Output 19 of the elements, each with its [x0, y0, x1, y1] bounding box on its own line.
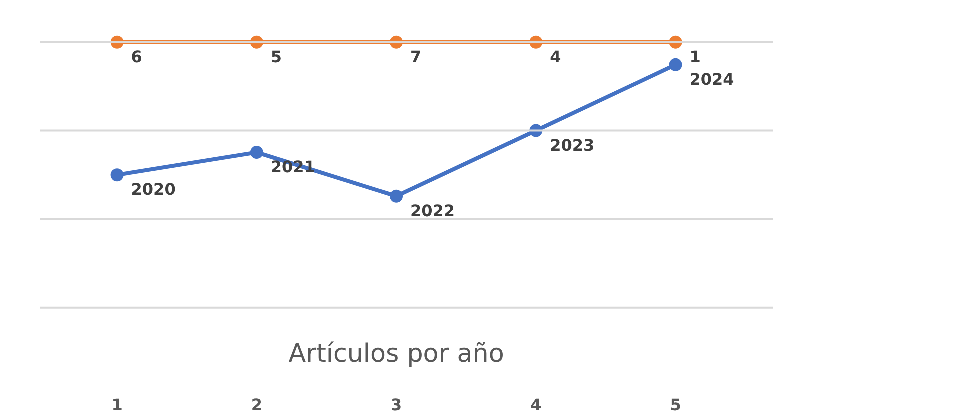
- annotation: 4: [550, 47, 562, 66]
- point: [669, 58, 682, 72]
- annotation: 5: [270, 47, 282, 66]
- point: [110, 168, 124, 182]
- annotation: 2022: [410, 201, 456, 220]
- x-tick-label: 2: [251, 396, 262, 413]
- x-tick-label: 4: [530, 396, 542, 413]
- annotation: 7: [410, 47, 422, 66]
- annotation: 2020: [131, 180, 176, 200]
- x-tick-label: 1: [112, 396, 123, 413]
- annotation: 1: [690, 47, 701, 66]
- text: Artículos por año: [288, 338, 504, 368]
- annotation: 6: [131, 47, 142, 66]
- point: [250, 146, 264, 160]
- annotation: 2024: [690, 70, 734, 89]
- point: [390, 190, 404, 203]
- x-tick-label: 3: [390, 396, 402, 413]
- annotation: 2023: [550, 136, 595, 155]
- x-tick-label: 5: [670, 396, 682, 413]
